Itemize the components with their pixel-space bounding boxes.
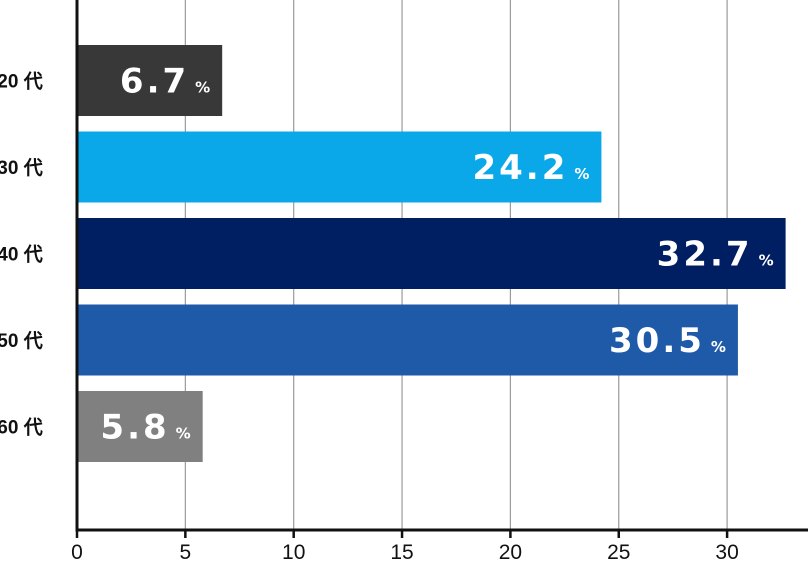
category-label: 30 代 bbox=[0, 157, 43, 179]
bar bbox=[77, 391, 203, 462]
bar bbox=[77, 304, 738, 376]
data-label-unit: % bbox=[759, 252, 774, 270]
data-label: 6.7% bbox=[120, 62, 210, 102]
category-label: 40 代 bbox=[0, 244, 43, 266]
x-tick-label: 30 bbox=[715, 541, 738, 563]
category-label: 50 代 bbox=[0, 330, 43, 352]
category-label: 20 代 bbox=[0, 71, 43, 93]
data-label-unit: % bbox=[574, 165, 589, 183]
axes bbox=[75, 0, 808, 538]
data-label: 24.2% bbox=[472, 148, 589, 188]
bar bbox=[77, 218, 786, 289]
x-tick-label: 10 bbox=[282, 541, 305, 563]
data-label-unit: % bbox=[195, 79, 210, 97]
data-label-unit: % bbox=[711, 338, 726, 356]
x-tick-labels: 0 5 10 15 20 25 30 bbox=[71, 541, 739, 563]
x-tick-label: 5 bbox=[180, 541, 192, 563]
x-tick-label: 25 bbox=[607, 541, 630, 563]
data-label-value: 32.7 bbox=[657, 235, 753, 275]
x-tick-label: 0 bbox=[71, 541, 83, 563]
x-tick-label: 15 bbox=[390, 541, 413, 563]
bars: 6.7 %24.2 %32.7 %30.5 %5.8% bbox=[77, 45, 786, 462]
bar bbox=[77, 131, 602, 203]
data-label-value: 5.8 bbox=[100, 408, 169, 448]
data-label: 5.8% bbox=[100, 408, 190, 448]
data-label-value: 30.5 bbox=[609, 321, 705, 361]
data-label-value: 6.7 bbox=[120, 62, 189, 102]
data-label: 32.7% bbox=[657, 235, 774, 275]
bar bbox=[77, 45, 223, 116]
data-label-unit: % bbox=[176, 425, 191, 443]
category-label: 60 代 bbox=[0, 417, 43, 439]
category-labels: 20 代 30 代 40 代 50 代 60 代 bbox=[0, 71, 43, 439]
data-label: 30.5% bbox=[609, 321, 726, 361]
x-tick-label: 20 bbox=[499, 541, 522, 563]
data-label-value: 24.2 bbox=[472, 148, 568, 188]
